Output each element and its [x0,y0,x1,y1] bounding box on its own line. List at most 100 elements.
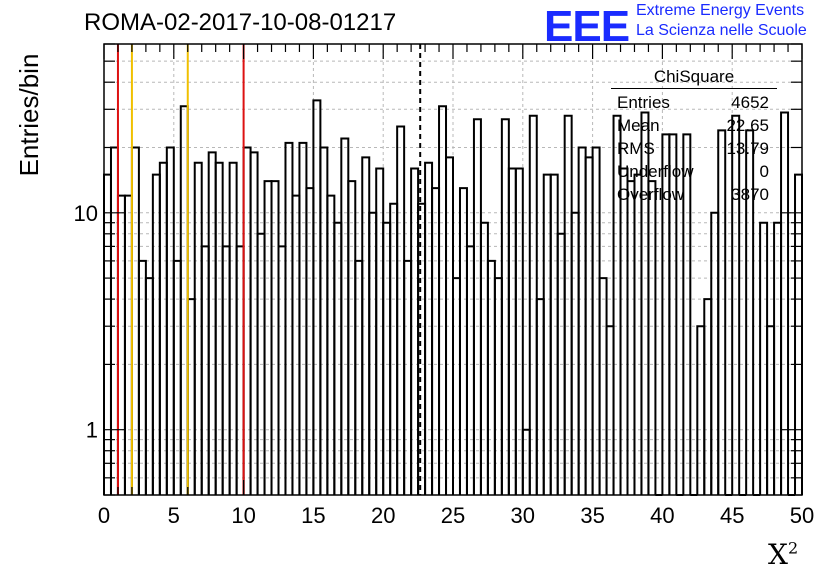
histogram-bin [486,259,496,495]
histogram-bin [123,194,133,495]
chart-title: ROMA-02-2017-10-08-01217 [84,9,397,36]
histogram-bin [375,167,385,495]
x-tick-label: 5 [168,503,180,528]
histogram-bin [696,325,706,495]
histogram-bin [417,202,427,495]
histogram-bin [745,129,755,495]
histogram-bin [780,111,790,495]
histogram-bin [326,194,336,495]
stats-label: Underflow [617,162,694,181]
histogram-bin [717,129,727,495]
x-tick-label: 30 [511,503,535,528]
histogram-bin [200,245,210,495]
histogram-bin [731,114,741,495]
histogram-bin [172,259,182,495]
histogram-bin [284,141,294,495]
stats-label: Overflow [617,185,685,204]
stats-row-overflow: Overflow 3870 [611,183,777,206]
histogram-bin [109,146,119,495]
histogram-bin [535,298,545,495]
histogram-bin [235,245,245,495]
histogram-bin [682,133,692,495]
x-axis-label-main: X [768,538,788,571]
histogram-bin [403,259,413,495]
histogram-bin [137,259,147,495]
histogram-bin [577,146,587,495]
histogram-bin [319,146,329,495]
histogram-bin [291,194,301,495]
histogram-bin [591,146,601,495]
x-axis-label-superscript: 2 [787,538,799,558]
x-tick-label: 35 [580,503,604,528]
y-tick-label: 10 [74,201,98,226]
histogram-bin [144,277,154,495]
x-axis-label: X2 [768,538,798,571]
x-tick-label: 50 [790,503,814,528]
stats-value: 13.79 [726,139,769,158]
histogram-bin [647,180,657,495]
stats-label: Entries [617,93,670,112]
histogram-bin [298,141,308,495]
histogram-bin [333,221,343,495]
histogram-bin [116,194,126,495]
histogram-bin [479,221,489,495]
histogram-bin [668,133,678,495]
stats-row-entries: Entries 4652 [611,91,777,114]
histogram-bin [619,167,629,495]
histogram-bin [347,180,357,495]
logo-line-2: La Scienza nelle Scuole [636,22,807,39]
stats-title: ChiSquare [611,67,777,89]
x-tick-label: 20 [371,503,395,528]
histogram-bin [221,245,231,495]
histogram-bin [249,151,259,495]
stats-row-mean: Mean 22.65 [611,114,777,137]
histogram-bin [277,245,287,495]
histogram-bin [389,202,399,495]
histogram-bin [165,146,175,495]
stats-box: ChiSquare Entries 4652 Mean 22.65 RMS 13.79 Un… [611,67,777,206]
histogram-bin [452,277,461,495]
stats-value: 4652 [731,93,769,112]
histogram-bin [605,325,615,495]
stats-label: RMS [617,139,655,158]
histogram-bin [312,99,322,495]
histogram-bin [500,118,510,495]
x-tick-label: 45 [720,503,744,528]
histogram-bin [340,137,350,495]
histogram-bin [563,114,573,495]
histogram-bin [507,167,517,495]
histogram-bin [773,221,783,495]
histogram-bin [207,151,217,495]
histogram-bin [130,146,140,495]
x-tick-label: 10 [231,503,255,528]
histogram-bin [528,114,538,495]
logo-line-1: Extreme Energy Events [636,2,805,19]
stats-label: Mean [617,116,660,135]
histogram-bin [570,211,580,495]
histogram-bin [186,298,196,495]
histogram-bin [766,325,776,495]
stats-rows: Entries 4652 Mean 22.65 RMS 13.79 Underflow 0 Ov… [611,91,777,206]
histogram-bin [465,245,475,495]
histogram-bin [270,180,280,495]
x-tick-label: 15 [301,503,325,528]
histogram-bin [179,105,189,495]
histogram-bin [626,180,636,495]
histogram-bin [472,118,482,495]
histogram-bin [703,298,713,495]
histogram-bin [514,167,524,495]
stats-row-rms: RMS 13.79 [611,137,777,160]
histogram-bin [368,211,378,495]
histogram-bin [242,146,252,495]
x-tick-label: 0 [98,503,110,528]
stats-row-underflow: Underflow 0 [611,160,777,183]
histogram-bin [438,105,448,495]
histogram-bin [410,167,420,495]
stats-value: 0 [759,162,769,181]
histogram-bin [710,211,720,495]
eee-logo: EEE [544,2,630,51]
histogram-bin [598,277,608,495]
histogram-bin [382,221,392,495]
histogram-bin [759,221,769,495]
